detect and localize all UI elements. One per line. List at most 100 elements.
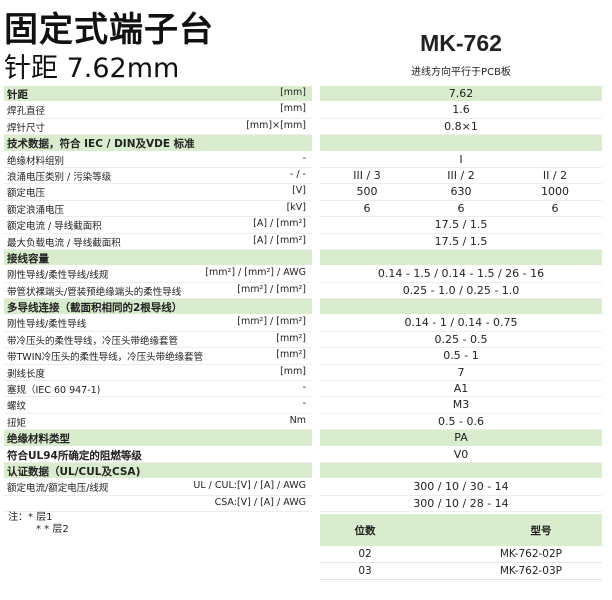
section-row: 针距 [mm] 7.62 xyxy=(0,86,612,103)
spec-label: 带冷压头的柔性导线，冷压头带绝缘套管 xyxy=(7,335,179,347)
product-table: 位数 型号 02 MK-762-02P 03 MK-762-03P xyxy=(320,514,602,580)
spec-value: A1 xyxy=(453,382,469,396)
spec-value xyxy=(320,299,602,314)
spec-unit: [mm²] / [mm²] xyxy=(237,316,306,328)
spec-label-cell: 螺纹 - xyxy=(4,397,312,414)
section-row: 绝缘材料类型 PA xyxy=(0,430,612,447)
spec-label: 认证数据（UL/CUL及CSA) xyxy=(7,465,141,478)
spec-label: 绝缘材料类型 xyxy=(7,433,70,446)
spec-value-cell: PA xyxy=(320,430,602,447)
spec-value-cell: 17.5 / 1.5 xyxy=(320,234,602,250)
spec-unit: [V] xyxy=(292,185,306,197)
spec-unit: [mm] xyxy=(280,87,306,98)
spec-label-cell: 额定电流 / 导线截面积 [A] / [mm²] xyxy=(4,217,312,234)
spec-value: 6 xyxy=(551,201,559,215)
spec-value: 0.8×1 xyxy=(444,119,478,133)
spec-label-cell: 带管状裸端头/管装预绝缘端头的柔性导线 [mm²] / [mm²] xyxy=(4,283,312,300)
spec-label-cell: 技术数据，符合 IEC / DIN及VDE 标准 xyxy=(4,135,312,152)
spec-unit: - / - xyxy=(289,168,306,180)
spec-row: 额定电压 [V] 500 630 1000 xyxy=(0,184,612,201)
spec-value: 6 xyxy=(363,201,371,215)
spec-row: 扭矩 Nm 0.5 - 0.6 xyxy=(0,414,612,431)
spec-label-cell: 认证数据（UL/CUL及CSA) xyxy=(4,462,312,480)
positions-cell: 03 xyxy=(358,565,372,577)
spec-row: 额定电流 / 导线截面积 [A] / [mm²] 17.5 / 1.5 xyxy=(0,217,612,234)
spec-label: 刚性导线/柔性导线 xyxy=(7,319,87,331)
spec-row: 带冷压头的柔性导线，冷压头带绝缘套管 [mm²] 0.25 - 0.5 xyxy=(0,332,612,349)
spec-label-cell: 接线容量 xyxy=(4,249,312,267)
spec-value-cell xyxy=(320,135,602,152)
spec-label: 浪涌电压类别 / 污染等级 xyxy=(7,171,112,183)
spec-value: 17.5 / 1.5 xyxy=(434,234,488,248)
spec-value-cell: I xyxy=(320,152,602,168)
spec-value: 1.6 xyxy=(452,103,470,117)
spec-label: 多导线连接（截面积相同的2根导线） xyxy=(7,302,183,315)
spec-unit: [mm²] / [mm²] / AWG xyxy=(205,267,306,279)
spec-value: 7.62 xyxy=(448,87,474,100)
spec-row: 带TWIN冷压头的柔性导线，冷压头带绝缘套管 [mm²] 0.5 - 1 xyxy=(0,348,612,365)
section-row: 接线容量 xyxy=(0,249,612,267)
spec-unit: CSA:[V] / [A] / AWG xyxy=(214,496,306,508)
spec-label-cell: 额定浪涌电压 [kV] xyxy=(4,201,312,218)
spec-label-cell: 针距 [mm] xyxy=(4,86,312,103)
spec-label: 额定电流/额定电压/线规 xyxy=(7,483,109,495)
spec-label: 剥线长度 xyxy=(7,368,46,380)
spec-value: 0.14 - 1.5 / 0.14 - 1.5 / 26 - 16 xyxy=(377,267,545,281)
spec-unit: - xyxy=(302,382,306,394)
spec-value: 0.25 - 1.0 / 0.25 - 1.0 xyxy=(402,283,520,297)
header-model: 型号 xyxy=(530,524,552,537)
spec-table: 针距 [mm] 7.62 焊孔直径 [mm] 1.6 焊针尺寸 [mm]×[mm… xyxy=(0,86,612,513)
spec-value-cell: A1 xyxy=(320,381,602,398)
spec-value: 0.5 - 1 xyxy=(443,349,479,363)
spec-label-cell: 焊针尺寸 [mm]×[mm] xyxy=(4,119,312,136)
spec-label: 接线容量 xyxy=(7,252,49,265)
spec-value: 0.25 - 0.5 xyxy=(434,332,488,346)
spec-unit: [A] / [mm²] xyxy=(253,218,306,230)
spec-row: 剥线长度 [mm] 7 xyxy=(0,365,612,382)
model-cell: MK-762-03P xyxy=(499,565,562,577)
spec-value-cell: 0.14 - 1.5 / 0.14 - 1.5 / 26 - 16 xyxy=(320,266,602,283)
spec-row: 焊针尺寸 [mm]×[mm] 0.8×1 xyxy=(0,119,612,136)
spec-row: 浪涌电压类别 / 污染等级 - / - III / 3 III / 2 II / 2 xyxy=(0,168,612,185)
spec-label-cell: 最大负载电流 / 导线截面积 [A] / [mm²] xyxy=(4,234,312,250)
spec-label: 塞规（IEC 60 947-1) xyxy=(7,385,101,397)
spec-value-cell: 7 xyxy=(320,365,602,382)
spec-row: 额定浪涌电压 [kV] 6 6 6 xyxy=(0,201,612,218)
spec-value-cell: 17.5 / 1.5 xyxy=(320,217,602,234)
spec-value: 6 xyxy=(457,201,465,215)
spec-value: II / 2 xyxy=(542,168,568,182)
section-row: 认证数据（UL/CUL及CSA) xyxy=(0,462,612,480)
spec-unit: [mm²] xyxy=(276,332,306,344)
spec-value: 0.5 - 0.6 xyxy=(438,414,484,428)
spec-label-cell: 带冷压头的柔性导线，冷压头带绝缘套管 [mm²] xyxy=(4,332,312,349)
section-row: 技术数据，符合 IEC / DIN及VDE 标准 xyxy=(0,135,612,152)
spec-value-cell: 1.6 xyxy=(320,102,602,119)
spec-value: 300 / 10 / 30 - 14 xyxy=(413,480,509,494)
table-row: 02 MK-762-02P xyxy=(320,546,602,563)
spec-value: 300 / 10 / 28 - 14 xyxy=(413,496,509,510)
section-row: 多导线连接（截面积相同的2根导线） xyxy=(0,299,612,316)
spec-label: 额定电流 / 导线截面积 xyxy=(7,221,102,233)
spec-value xyxy=(320,463,602,478)
spec-label: 符合UL94所确定的阻燃等级 xyxy=(7,449,142,462)
spec-value-cell xyxy=(320,299,602,316)
spec-label: 焊针尺寸 xyxy=(7,122,46,134)
spec-value: V0 xyxy=(453,447,469,461)
spec-value: 7 xyxy=(457,365,465,379)
note-line: 注：* 层1 xyxy=(8,512,53,523)
spec-value-cell: V0 xyxy=(320,447,602,463)
spec-value: PA xyxy=(454,431,468,445)
spec-unit: [A] / [mm²] xyxy=(253,234,306,246)
spec-label-cell: 浪涌电压类别 / 污染等级 - / - xyxy=(4,168,312,185)
spec-value: M3 xyxy=(452,398,470,412)
spec-unit: [mm²] / [mm²] xyxy=(237,283,306,295)
spec-row: 刚性导线/柔性导线/线规 [mm²] / [mm²] / AWG 0.14 - … xyxy=(0,266,612,283)
spec-value-cell: III / 3 III / 2 II / 2 xyxy=(320,168,602,185)
spec-label: 带管状裸端头/管装预绝缘端头的柔性导线 xyxy=(7,286,182,298)
spec-unit: [kV] xyxy=(286,201,306,213)
spec-value-cell: 6 6 6 xyxy=(320,201,602,218)
spec-value: I xyxy=(459,152,463,166)
spec-label-cell: 焊孔直径 [mm] xyxy=(4,102,312,119)
spec-value-cell: 300 / 10 / 30 - 14 xyxy=(320,479,602,496)
spec-row: 焊孔直径 [mm] 1.6 xyxy=(0,102,612,119)
